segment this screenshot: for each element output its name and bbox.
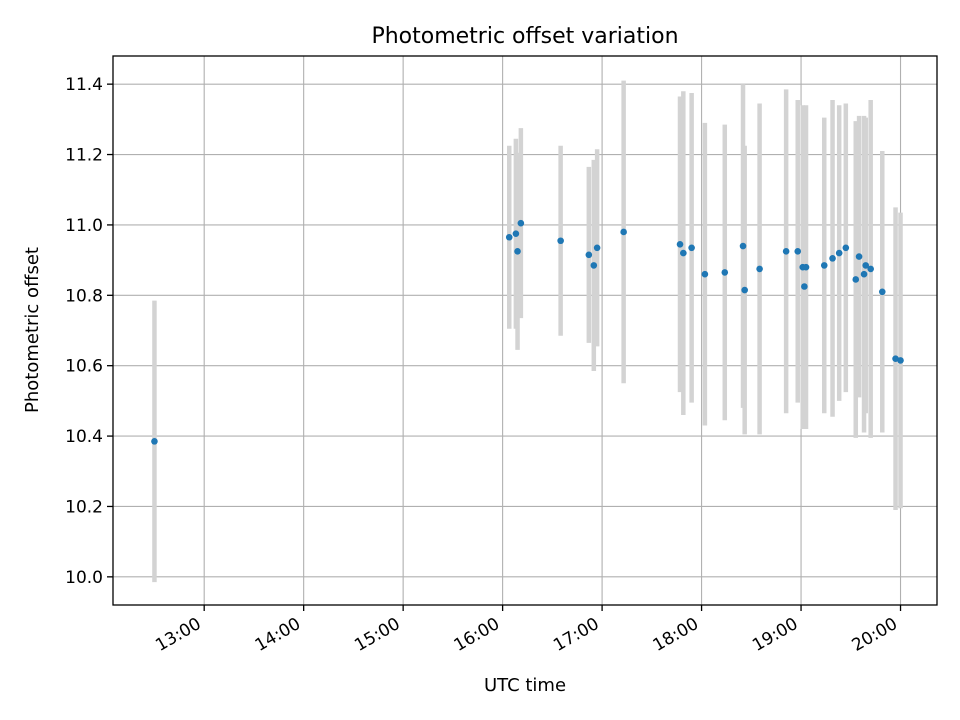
y-tick-label: 11.4	[65, 75, 103, 95]
data-point	[829, 255, 836, 262]
data-point	[721, 269, 729, 276]
y-tick-label: 11.2	[65, 146, 103, 166]
plot-frame	[112, 55, 938, 606]
data-point	[701, 270, 709, 278]
data-point	[741, 286, 748, 294]
data-points	[151, 219, 904, 445]
data-point	[835, 249, 843, 257]
data-point	[512, 230, 520, 238]
data-point	[820, 262, 828, 269]
data-point	[151, 438, 158, 445]
data-point	[852, 276, 860, 283]
data-point	[878, 288, 886, 296]
data-point	[557, 237, 564, 245]
data-point	[688, 244, 695, 252]
data-point	[517, 219, 525, 227]
data-point	[739, 242, 747, 250]
data-point	[676, 240, 684, 248]
data-point	[802, 263, 810, 271]
y-tick-label: 10.2	[65, 497, 103, 517]
data-point	[620, 228, 627, 236]
data-point	[756, 265, 763, 273]
y-tick-label: 10.8	[65, 286, 103, 306]
data-point	[842, 244, 850, 252]
data-point	[855, 253, 863, 260]
plot-area-background	[113, 56, 937, 605]
data-point	[862, 262, 870, 269]
data-point	[680, 249, 687, 257]
y-axis-ticks: 10.0 10.2 10.4 10.6 10.8 11.0 11.2 11.4	[65, 75, 113, 588]
data-point	[794, 248, 802, 255]
data-point	[593, 244, 601, 252]
chart-title: Photometric offset variation	[371, 24, 678, 49]
data-point	[897, 357, 904, 364]
y-tick-label: 10.6	[65, 357, 103, 377]
data-point	[867, 265, 874, 273]
y-tick-label: 10.0	[65, 568, 103, 588]
y-tick-label: 11.0	[65, 216, 103, 236]
y-axis-label: Photometric offset	[22, 247, 43, 413]
data-point	[892, 355, 899, 362]
data-point	[514, 248, 521, 255]
data-point	[801, 283, 808, 290]
x-axis-label: UTC time	[484, 675, 566, 696]
y-tick-label: 10.4	[65, 427, 103, 447]
data-point	[590, 262, 598, 269]
grid-lines	[113, 56, 937, 605]
data-point	[860, 270, 868, 278]
data-point	[782, 248, 790, 255]
data-point	[505, 233, 513, 241]
data-point	[585, 251, 593, 259]
